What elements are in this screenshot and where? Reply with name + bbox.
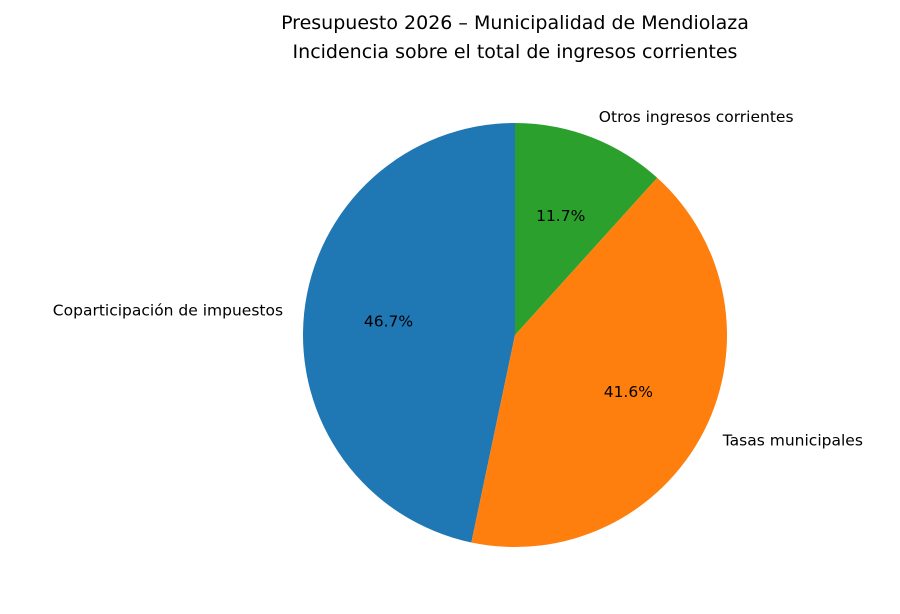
slice-percent-2: 11.7% — [536, 207, 585, 225]
pie-slice-0 — [303, 123, 515, 543]
slice-percent-1: 41.6% — [604, 383, 653, 401]
chart-title-line-2: Incidencia sobre el total de ingresos co… — [293, 41, 738, 63]
pie-slice-1 — [471, 177, 727, 548]
slice-label-0: Coparticipación de impuestos — [53, 301, 283, 319]
slice-percent-0: 46.7% — [364, 312, 413, 330]
slice-label-1: Tasas municipales — [722, 431, 863, 449]
pie-slice-2 — [515, 123, 658, 335]
chart-title-line-1: Presupuesto 2026 – Municipalidad de Mend… — [281, 12, 749, 34]
slice-label-2: Otros ingresos corrientes — [599, 108, 794, 126]
